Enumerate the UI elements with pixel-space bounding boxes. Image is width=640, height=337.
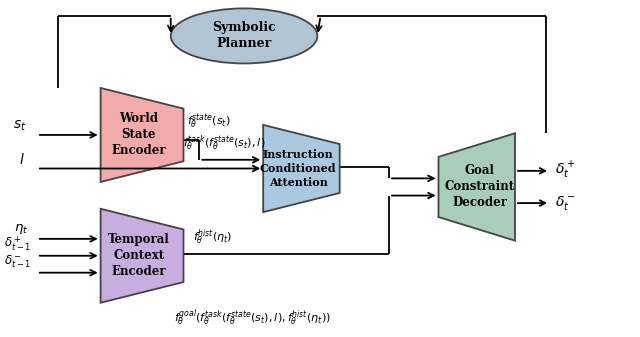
Text: $\delta^-_t$: $\delta^-_t$ [554,194,575,212]
Text: $f_\theta^{task}(f_\theta^{state}(s_t), l)$: $f_\theta^{task}(f_\theta^{state}(s_t), … [184,134,266,153]
Text: $f_\theta^{hist}(\eta_t)$: $f_\theta^{hist}(\eta_t)$ [193,227,232,247]
Text: World
State
Encoder: World State Encoder [111,113,166,157]
Text: Goal
Constraint
Decoder: Goal Constraint Decoder [445,164,515,210]
Text: $l$: $l$ [19,152,25,167]
Text: $s_t$: $s_t$ [13,119,26,133]
Text: $\eta_t$: $\eta_t$ [14,222,28,236]
Text: $f_\theta^{state}(s_t)$: $f_\theta^{state}(s_t)$ [187,113,230,131]
Polygon shape [100,88,184,182]
Polygon shape [438,133,515,241]
Polygon shape [263,125,340,212]
Text: Instruction
Conditioned
Attention: Instruction Conditioned Attention [260,149,337,188]
Text: Symbolic
Planner: Symbolic Planner [212,22,276,51]
Text: $\delta^+_{t-1}$: $\delta^+_{t-1}$ [4,234,31,253]
Text: $\delta^+_t$: $\delta^+_t$ [554,160,575,182]
Text: Temporal
Context
Encoder: Temporal Context Encoder [108,233,170,278]
Text: $\delta^-_{t-1}$: $\delta^-_{t-1}$ [4,253,31,270]
Text: $f_\theta^{goal}(f_\theta^{task}(f_\theta^{state}(s_t), l), f_\theta^{hist}(\eta: $f_\theta^{goal}(f_\theta^{task}(f_\thet… [174,307,331,328]
Polygon shape [100,209,184,303]
Ellipse shape [171,8,317,63]
